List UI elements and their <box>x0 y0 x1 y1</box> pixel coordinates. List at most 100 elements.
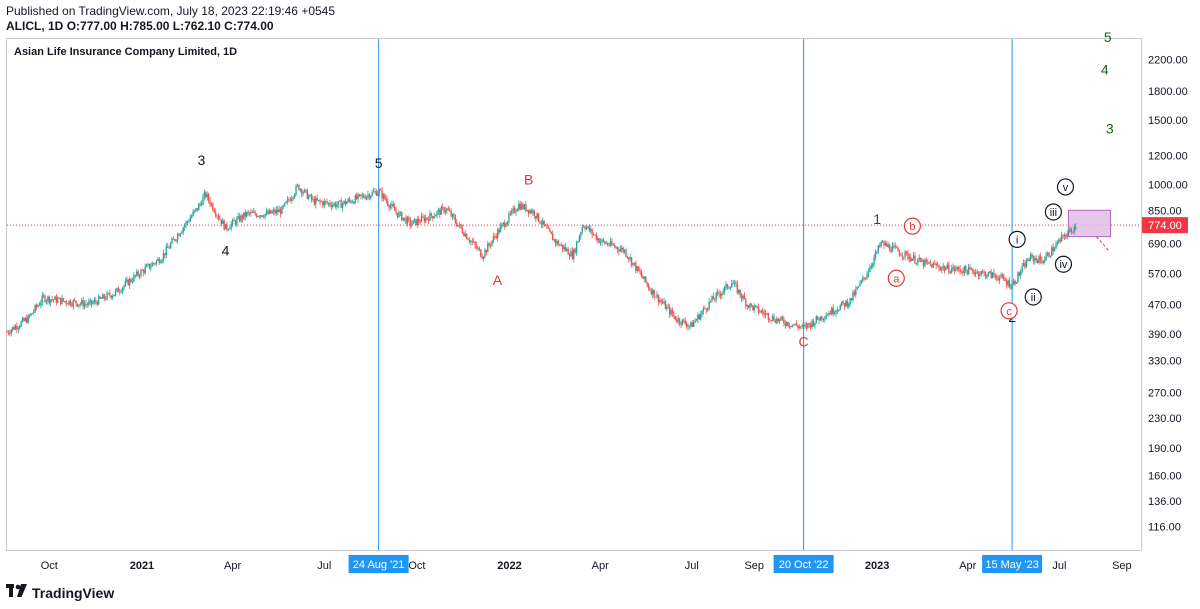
candle-body <box>754 305 757 307</box>
candle-body <box>198 204 200 211</box>
candle-body <box>281 206 283 214</box>
candle-body <box>254 211 256 215</box>
candle-body <box>793 324 795 326</box>
candle-body <box>879 245 881 247</box>
vertical-marker-badge <box>348 555 409 573</box>
candle-body <box>1020 271 1022 276</box>
candle-body <box>1014 280 1016 284</box>
candle-body <box>712 296 715 300</box>
candle-body <box>966 270 968 275</box>
vertical-marker-label: 24 Aug '21 <box>353 559 405 571</box>
candle-body <box>629 257 631 260</box>
candle-body <box>209 200 211 205</box>
candle-body <box>420 216 423 223</box>
candle-body <box>477 248 479 249</box>
candle-body <box>955 269 957 271</box>
candle-body <box>81 300 83 304</box>
candle-body <box>953 266 956 271</box>
candle-body <box>27 315 29 323</box>
candle-body <box>151 263 153 267</box>
candle-body <box>319 199 321 202</box>
candle-body <box>512 208 514 211</box>
candle-body <box>456 222 458 227</box>
candle-body <box>489 245 492 246</box>
candle-body <box>260 215 262 217</box>
candle-body <box>907 252 909 259</box>
candle-body <box>423 217 426 222</box>
candle-body <box>657 294 660 303</box>
wave-label-circle <box>903 217 921 235</box>
candle-body <box>998 277 1001 281</box>
candle-body <box>718 292 720 295</box>
candle-body <box>1004 279 1006 282</box>
candle-body <box>801 324 803 327</box>
candle-body <box>226 224 228 230</box>
candle-body <box>804 324 806 326</box>
candle-body <box>1038 256 1040 263</box>
plot-area[interactable] <box>6 38 1142 551</box>
candle-body <box>158 258 160 264</box>
candle-body <box>1027 259 1029 261</box>
candle-body <box>642 276 644 279</box>
candle-body <box>73 300 76 302</box>
candle-body <box>836 310 839 312</box>
candle-body <box>864 277 867 279</box>
candle-body <box>853 292 856 295</box>
projection-box <box>1067 209 1111 238</box>
candle-body <box>723 286 726 292</box>
candle-body <box>632 262 634 266</box>
candle-body <box>814 322 816 326</box>
candle-body <box>233 219 235 222</box>
candle-body <box>210 203 213 205</box>
candle-body <box>402 217 404 221</box>
candle-body <box>508 213 510 222</box>
candle-body <box>824 318 826 320</box>
candle-body <box>563 246 565 249</box>
candle-body <box>324 201 327 202</box>
candle-body <box>157 258 159 261</box>
candle-body <box>762 310 764 313</box>
candle-body <box>535 216 537 219</box>
tradingview-brand[interactable]: TradingView <box>6 584 114 602</box>
published-caption: Published on TradingView.com, July 18, 2… <box>6 4 336 18</box>
candle-body <box>117 287 120 293</box>
candle-body <box>164 253 166 256</box>
candle-body <box>1051 247 1053 256</box>
candle-body <box>522 204 524 209</box>
candle-body <box>539 221 541 224</box>
candle-body <box>174 239 176 241</box>
candle-body <box>52 299 55 301</box>
candle-body <box>880 241 882 247</box>
candle-body <box>55 296 58 303</box>
candle-body <box>952 266 954 269</box>
candle-body <box>106 293 108 300</box>
candle-body <box>54 296 56 300</box>
x-tick-label: 2021 <box>130 560 154 572</box>
candle-body <box>433 216 435 219</box>
candle-body <box>136 271 138 276</box>
candle-body <box>735 282 737 285</box>
candle-body <box>533 210 536 217</box>
candle-body <box>13 327 15 330</box>
candle-body <box>329 202 331 206</box>
candle-body <box>148 264 151 269</box>
candle-body <box>690 322 692 326</box>
candle-body <box>553 239 555 241</box>
candle-body <box>1056 242 1059 245</box>
candle-body <box>807 323 809 328</box>
candle-body <box>334 203 337 207</box>
candle-body <box>654 297 657 298</box>
candle-body <box>1028 259 1030 261</box>
candle-body <box>605 243 607 245</box>
wave-label: ii <box>1031 292 1036 304</box>
candle-body <box>650 290 653 295</box>
candle-body <box>50 299 52 303</box>
candle-body <box>791 324 794 327</box>
candle-body <box>542 220 544 225</box>
candle-body <box>862 277 864 281</box>
candle-body <box>1045 255 1047 261</box>
candle-body <box>515 211 517 213</box>
wave-label-circle <box>1008 230 1026 248</box>
candle-body <box>560 244 562 246</box>
